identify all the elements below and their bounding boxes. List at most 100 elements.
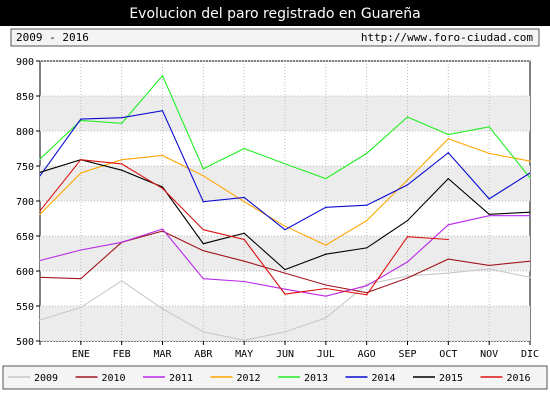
x-tick-label: JUN [276,349,294,360]
data-point [202,229,204,231]
data-point [366,220,368,222]
data-point [121,159,123,161]
series-2009 [39,268,531,341]
data-point [202,331,204,333]
y-tick-label: 600 [16,267,34,278]
data-point [284,229,286,231]
data-point [406,275,409,277]
data-point [325,295,327,297]
x-tick-label: ENE [72,349,90,360]
x-tick-label: MAY [235,349,253,360]
x-tick-label: OCT [439,349,457,360]
data-point [325,284,327,286]
title-bar [0,0,550,26]
data-point [161,154,164,157]
legend-label: 2015 [439,373,463,384]
legend-item-2015: 2015 [413,373,463,384]
data-point [39,175,41,177]
data-point [406,116,409,118]
data-point [202,168,204,170]
data-point [243,238,245,241]
data-point [366,285,368,287]
data-point [488,213,490,215]
legend-item-2014: 2014 [345,373,396,384]
data-point [529,172,531,174]
legend-item-2009: 2009 [8,373,58,384]
data-point [447,178,449,180]
data-point [366,204,368,206]
data-point [447,152,449,154]
legend-label: 2010 [102,373,126,384]
y-tick-label: 650 [16,232,34,243]
grid-lines [40,60,530,342]
data-point [284,225,286,227]
series-2012 [39,138,531,246]
data-point [243,201,245,203]
plot-band [40,96,530,131]
data-point [366,247,368,249]
legend-label: 2012 [237,373,261,384]
data-point [121,117,123,119]
data-point [447,224,449,226]
x-axis-ticks: ENE FEB MAR ABR MAY JUN JUL AGO SEP OCT NOV DIC [39,341,539,360]
date-range: 2009 - 2016 [16,31,89,44]
data-point [161,110,164,112]
data-point [161,187,164,189]
data-point [121,163,123,165]
series-lines [39,74,531,341]
data-point [447,238,449,241]
data-point [243,196,245,199]
data-point [529,177,531,179]
data-point [366,292,368,294]
data-point [80,118,82,120]
legend-item-2016: 2016 [480,373,531,384]
legend-label: 2013 [304,373,328,384]
data-point [284,288,286,290]
y-tick-label: 900 [16,57,34,68]
y-tick-label: 750 [16,162,34,173]
data-point [406,184,409,186]
data-point [529,276,531,278]
data-point [80,249,82,251]
legend-label: 2016 [507,373,531,384]
data-point [529,260,531,262]
legend-label: 2011 [169,373,193,384]
y-tick-label: 700 [16,197,34,208]
data-point [284,272,286,274]
data-point [161,228,164,230]
legend-box [2,365,548,390]
data-point [325,206,327,208]
data-point [406,179,409,181]
data-point [39,171,41,173]
data-point [325,253,327,255]
data-point [121,280,123,282]
data-point [202,243,204,245]
data-point [447,133,449,136]
legend-item-2013: 2013 [278,373,328,384]
y-tick-label: 850 [16,92,34,103]
data-point [161,308,164,310]
series-2013 [39,74,531,180]
data-point [161,75,164,77]
x-tick-label: ABR [194,349,213,360]
data-point [202,201,204,203]
data-point [325,178,327,180]
data-point [80,172,82,174]
data-point [284,163,286,165]
x-tick-label: NOV [480,349,498,360]
series-2011 [39,215,531,297]
data-point [202,278,204,280]
data-point [243,260,245,262]
data-point [243,280,245,283]
data-point [80,278,82,280]
x-tick-label: FEB [113,349,131,360]
data-point [325,244,327,246]
info-bar [10,28,540,47]
data-point [39,276,41,278]
legend-label: 2014 [372,373,396,384]
x-tick-label: SEP [398,349,416,360]
data-point [325,317,327,319]
data-point [325,287,327,290]
data-point [529,211,531,213]
data-point [202,175,204,177]
